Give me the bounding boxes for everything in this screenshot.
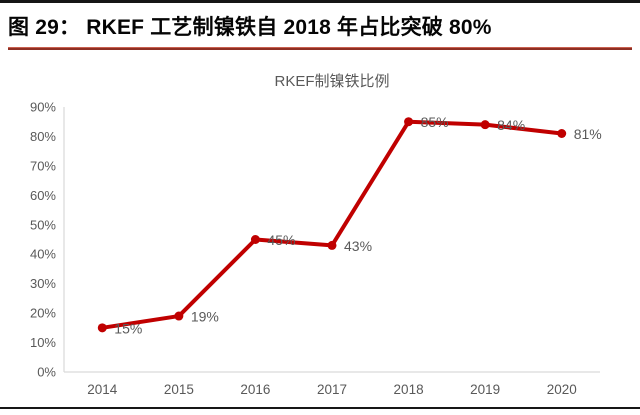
x-tick-label: 2018	[394, 382, 424, 397]
bottom-border-rule	[0, 407, 640, 409]
x-tick-label: 2016	[240, 382, 270, 397]
y-tick-label: 30%	[30, 276, 56, 291]
top-border-rule	[0, 0, 640, 3]
y-tick-label: 0%	[37, 365, 56, 380]
x-tick-label: 2020	[547, 382, 577, 397]
data-point	[250, 235, 260, 244]
line-chart-plot: 0% 10% 20% 30% 40% 50% 60% 70% 80% 90% 2014 2015 201…	[30, 100, 602, 398]
caption-underline-rule	[8, 47, 632, 50]
y-tick-label: 40%	[30, 247, 56, 262]
data-point	[480, 120, 490, 130]
data-point	[174, 311, 184, 321]
data-label: 84%	[497, 117, 525, 133]
x-tick-label: 2017	[317, 382, 347, 397]
y-tick-label: 70%	[30, 158, 56, 173]
y-tick-label: 60%	[30, 188, 56, 203]
data-label: 19%	[191, 309, 219, 325]
y-tick-label: 50%	[30, 217, 56, 232]
y-tick-label: 10%	[30, 335, 56, 350]
data-point	[327, 240, 337, 250]
y-tick-label: 80%	[30, 129, 56, 144]
chart-title: RKEF制镍铁比例	[274, 73, 390, 90]
data-label: 81%	[574, 126, 602, 142]
data-point	[404, 117, 414, 127]
data-point	[557, 129, 567, 138]
data-label: 15%	[114, 320, 142, 336]
y-tick-label: 90%	[30, 100, 56, 115]
x-tick-label: 2019	[470, 382, 500, 397]
series-line	[100, 119, 564, 330]
x-tick-label: 2014	[87, 382, 118, 397]
y-tick-label: 20%	[30, 306, 56, 321]
data-label: 85%	[421, 114, 449, 130]
figure-caption: 图 29： RKEF 工艺制镍铁自 2018 年占比突破 80%	[8, 16, 492, 39]
data-point	[97, 323, 107, 333]
data-label: 43%	[344, 238, 372, 254]
x-tick-label: 2015	[164, 382, 194, 397]
data-label: 45%	[267, 232, 295, 248]
